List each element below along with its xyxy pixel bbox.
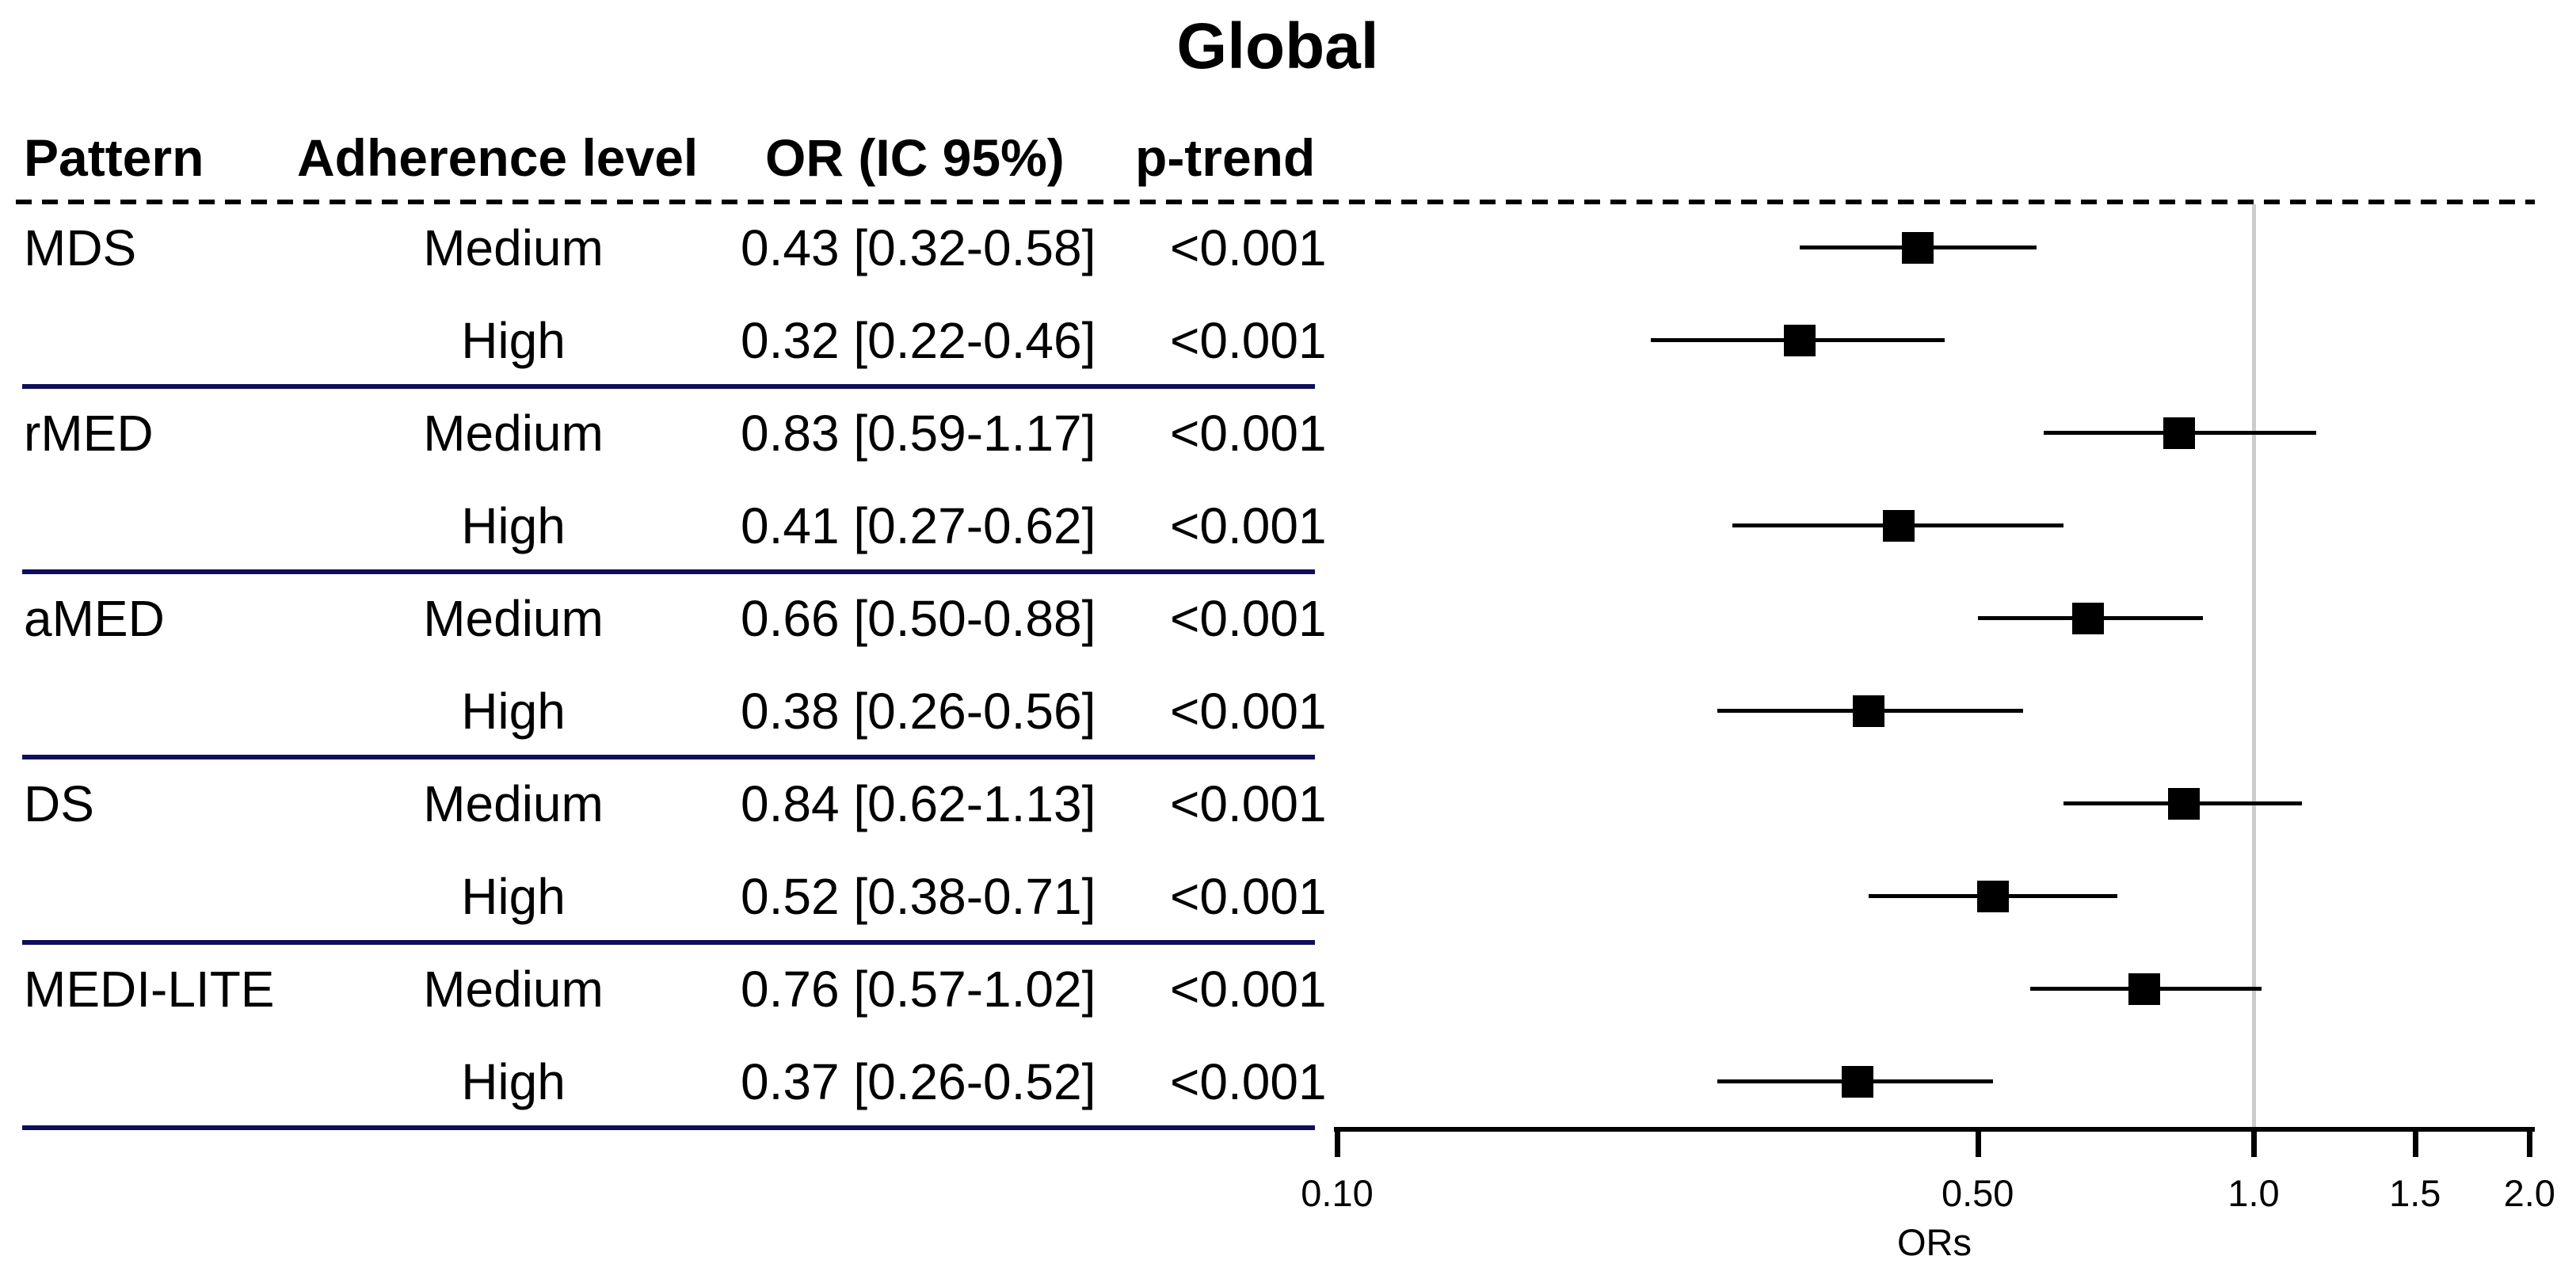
adherence-level-cell: High <box>461 312 566 369</box>
or-ci-cell: 0.83 [0.59-1.17] <box>741 405 1096 462</box>
chart-title: Global <box>1176 10 1379 82</box>
column-header-or-ci: OR (IC 95%) <box>765 128 1065 187</box>
or-marker <box>2128 973 2161 1005</box>
or-ci-cell: 0.76 [0.57-1.02] <box>741 961 1096 1018</box>
adherence-level-cell: High <box>461 868 566 925</box>
p-trend-cell: <0.001 <box>1170 683 1327 740</box>
p-trend-cell: <0.001 <box>1170 1053 1327 1110</box>
adherence-level-cell: High <box>461 683 566 740</box>
or-marker <box>2168 788 2201 820</box>
p-trend-cell: <0.001 <box>1170 961 1327 1018</box>
or-ci-cell: 0.37 [0.26-0.52] <box>741 1053 1096 1110</box>
or-marker <box>2072 603 2105 634</box>
or-marker <box>1852 695 1884 727</box>
column-header-p-trend: p-trend <box>1135 128 1316 187</box>
axis-tick-label: 2.0 <box>2503 1172 2555 1214</box>
axis-tick <box>2527 1127 2533 1157</box>
pattern-cell: DS <box>24 775 94 832</box>
adherence-level-cell: Medium <box>423 219 604 276</box>
pattern-cell: aMED <box>24 590 165 647</box>
axis-tick-label: 0.10 <box>1301 1172 1374 1214</box>
axis-tick-label: 1.5 <box>2389 1172 2441 1214</box>
pattern-cell: MEDI-LITE <box>24 961 275 1018</box>
pattern-cell: rMED <box>24 405 154 462</box>
or-ci-cell: 0.52 [0.38-0.71] <box>741 868 1096 925</box>
x-axis-label: ORs <box>1897 1221 1972 1263</box>
p-trend-cell: <0.001 <box>1170 590 1327 647</box>
or-ci-cell: 0.43 [0.32-0.58] <box>741 219 1096 276</box>
adherence-level-cell: High <box>461 497 566 554</box>
or-ci-cell: 0.32 [0.22-0.46] <box>741 312 1096 369</box>
x-axis-line <box>1334 1127 2535 1132</box>
column-header-pattern: Pattern <box>24 128 204 187</box>
axis-tick <box>2251 1127 2257 1157</box>
or-ci-cell: 0.38 [0.26-0.56] <box>741 683 1096 740</box>
or-ci-cell: 0.66 [0.50-0.88] <box>741 590 1096 647</box>
or-marker <box>1842 1066 1874 1098</box>
or-marker <box>1882 510 1915 542</box>
p-trend-cell: <0.001 <box>1170 497 1327 554</box>
adherence-level-cell: Medium <box>423 590 604 647</box>
p-trend-cell: <0.001 <box>1170 219 1327 276</box>
header-dashed-rule <box>16 200 2535 204</box>
axis-tick <box>1975 1127 1981 1157</box>
adherence-level-cell: Medium <box>423 775 604 832</box>
p-trend-cell: <0.001 <box>1170 775 1327 832</box>
p-trend-cell: <0.001 <box>1170 312 1327 369</box>
axis-tick-label: 0.50 <box>1941 1172 2014 1214</box>
axis-tick <box>2412 1127 2418 1157</box>
p-trend-cell: <0.001 <box>1170 405 1327 462</box>
adherence-level-cell: Medium <box>423 961 604 1018</box>
axis-tick-label: 1.0 <box>2227 1172 2280 1214</box>
or-marker <box>1977 881 2010 912</box>
group-separator <box>22 569 1315 574</box>
group-separator <box>22 940 1315 945</box>
p-trend-cell: <0.001 <box>1170 868 1327 925</box>
or-marker <box>2163 417 2196 449</box>
adherence-level-cell: High <box>461 1053 566 1110</box>
column-header-adherence-level: Adherence level <box>297 128 699 187</box>
or-marker <box>1784 325 1816 356</box>
group-separator <box>22 1125 1315 1130</box>
or-ci-cell: 0.41 [0.27-0.62] <box>741 497 1096 554</box>
axis-tick <box>1335 1127 1340 1157</box>
or-ci-cell: 0.84 [0.62-1.13] <box>741 775 1096 832</box>
group-separator <box>22 755 1315 759</box>
group-separator <box>22 384 1315 389</box>
pattern-cell: MDS <box>24 219 137 276</box>
adherence-level-cell: Medium <box>423 405 604 462</box>
or-marker <box>1901 232 1934 264</box>
reference-line-or-1 <box>2252 204 2256 1127</box>
